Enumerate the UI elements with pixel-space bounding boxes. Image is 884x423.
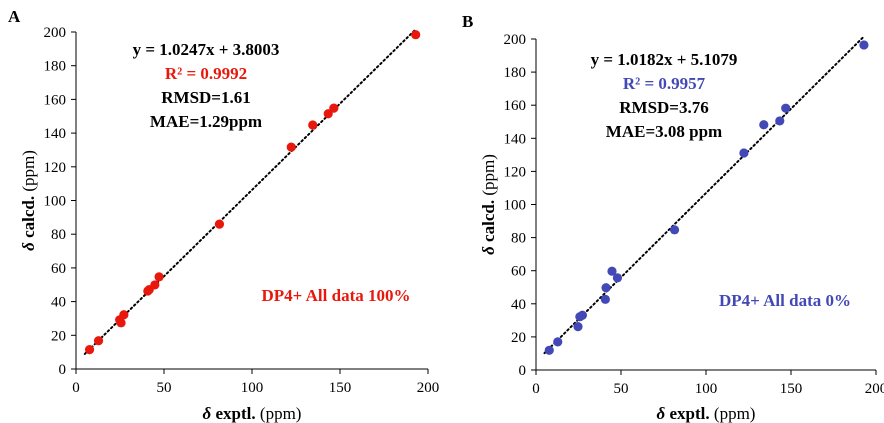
x-axis-symbol: δ xyxy=(203,404,212,423)
y-tick-label: 140 xyxy=(44,126,67,142)
y-axis-name: calcd. xyxy=(19,196,38,242)
panel-label: A xyxy=(8,7,21,26)
data-point xyxy=(553,337,563,347)
y-axis-title: δ calcd. (ppm) xyxy=(19,150,38,251)
x-axis-title: δ exptl. (ppm) xyxy=(203,404,302,423)
x-tick-label: 200 xyxy=(865,381,884,397)
y-tick-label: 160 xyxy=(44,92,67,108)
chart-panel-b: B 0 20 40 60 80 100 120 140 160 180 200 0 50 100 150 200… xyxy=(462,12,884,423)
x-tick-label: 100 xyxy=(695,381,718,397)
x-tick-label: 200 xyxy=(417,380,440,396)
x-axis-name: exptl. xyxy=(665,404,709,423)
data-point xyxy=(150,280,160,290)
y-tick-label: 0 xyxy=(519,363,527,379)
data-point xyxy=(154,272,164,282)
y-tick-label: 40 xyxy=(51,295,66,311)
data-point xyxy=(577,310,588,320)
data-point xyxy=(119,310,129,320)
y-axis-unit: (ppm) xyxy=(19,150,38,196)
trendline xyxy=(83,28,417,355)
x-tick-label: 100 xyxy=(241,380,264,396)
data-point xyxy=(84,345,95,355)
data-point xyxy=(286,142,296,152)
y-tick-label: 100 xyxy=(44,194,67,210)
y-tick-label: 60 xyxy=(511,264,526,280)
x-tick-label: 0 xyxy=(532,381,540,397)
annotation-equation: y = 1.0247x + 3.8003 xyxy=(133,40,280,59)
y-tick-label: 180 xyxy=(504,65,527,81)
annotation-rmsd: RMSD=1.61 xyxy=(161,88,251,107)
x-tick-label: 150 xyxy=(780,381,803,397)
data-point xyxy=(759,120,769,130)
annotation-dp4: DP4+ All data 100% xyxy=(262,286,411,305)
data-point xyxy=(607,266,617,276)
data-point xyxy=(93,336,104,346)
annotation-mae: MAE=3.08 ppm xyxy=(606,122,722,141)
y-tick-label: 120 xyxy=(44,160,67,176)
x-tick-label: 50 xyxy=(157,380,172,396)
data-point xyxy=(323,109,333,119)
data-point xyxy=(116,318,126,328)
x-tick-label: 50 xyxy=(614,381,629,397)
data-point xyxy=(859,40,869,50)
trendline xyxy=(543,35,866,355)
annotation-r2: R² = 0.9957 xyxy=(623,74,706,93)
chart-panel-a: A 0 20 40 60 80 100 120 140 160 180 200 0 50 100 150 200… xyxy=(8,7,439,423)
y-tick-label: 200 xyxy=(44,25,67,41)
data-point xyxy=(612,273,623,283)
y-tick-label: 40 xyxy=(511,297,526,313)
annotation-mae: MAE=1.29ppm xyxy=(150,112,262,131)
data-point xyxy=(544,345,554,355)
y-tick-label: 60 xyxy=(51,261,66,277)
data-point xyxy=(411,30,421,40)
data-point xyxy=(669,225,680,235)
data-point xyxy=(781,103,791,113)
x-tick-label: 0 xyxy=(72,380,80,396)
data-point xyxy=(214,219,225,229)
y-axis-symbol: δ xyxy=(19,242,38,251)
data-point xyxy=(308,120,318,130)
y-tick-label: 160 xyxy=(504,98,527,114)
y-axis-title: δ calcd. (ppm) xyxy=(479,154,498,255)
x-axis-name: exptl. xyxy=(211,404,255,423)
y-tick-label: 80 xyxy=(511,231,526,247)
y-axis-name: calcd. xyxy=(479,200,498,246)
data-point xyxy=(601,283,611,293)
annotation-rmsd: RMSD=3.76 xyxy=(619,98,709,117)
annotation-dp4: DP4+ All data 0% xyxy=(719,291,851,310)
y-axis-symbol: δ xyxy=(479,246,498,255)
data-point xyxy=(739,148,749,158)
y-tick-label: 80 xyxy=(51,227,66,243)
y-tick-label: 120 xyxy=(504,164,527,180)
y-tick-label: 140 xyxy=(504,131,527,147)
data-point xyxy=(573,322,583,332)
y-axis-unit: (ppm) xyxy=(479,154,498,200)
x-tick-label: 150 xyxy=(329,380,352,396)
y-tick-label: 0 xyxy=(59,362,67,378)
y-tick-label: 200 xyxy=(504,32,527,48)
data-point xyxy=(775,116,785,126)
x-axis-unit: (ppm) xyxy=(710,404,756,423)
x-axis-title: δ exptl. (ppm) xyxy=(657,404,756,423)
data-point xyxy=(329,103,339,113)
data-point xyxy=(600,294,610,304)
annotation-r2: R² = 0.9992 xyxy=(165,64,247,83)
x-axis-unit: (ppm) xyxy=(256,404,302,423)
x-axis-symbol: δ xyxy=(657,404,666,423)
panel-label: B xyxy=(462,12,473,31)
y-tick-label: 20 xyxy=(511,330,526,346)
y-tick-label: 100 xyxy=(504,198,527,214)
y-tick-label: 180 xyxy=(44,59,67,75)
annotation-equation: y = 1.0182x + 5.1079 xyxy=(591,50,738,69)
y-tick-label: 20 xyxy=(51,328,66,344)
